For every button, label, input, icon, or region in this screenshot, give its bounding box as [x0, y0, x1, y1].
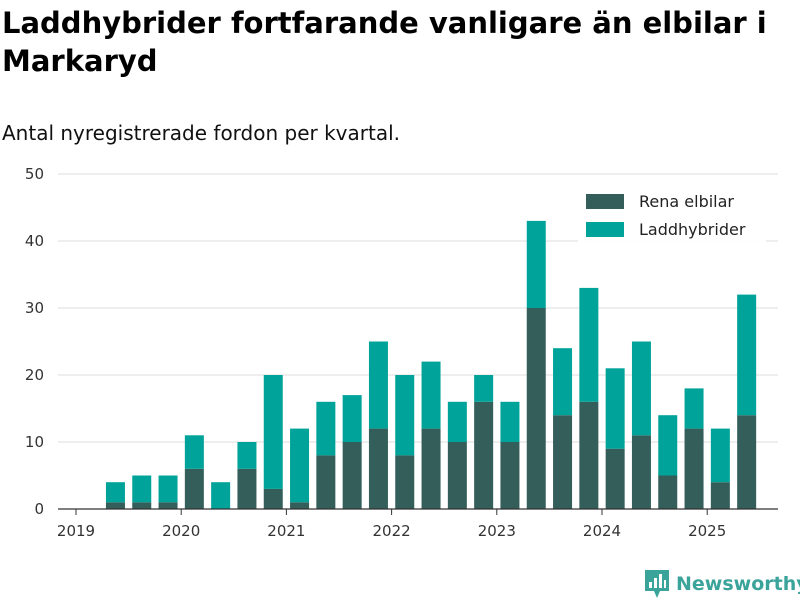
- y-tick-label: 50: [25, 165, 44, 183]
- bar-laddhybrider: [526, 220, 546, 308]
- x-tick-label: 2019: [57, 522, 95, 540]
- x-axis: 2019 2020 2021 2022 2023 2024 2025: [57, 508, 778, 540]
- x-tick-label: 2020: [162, 522, 200, 540]
- legend-label: Laddhybrider: [639, 220, 746, 239]
- bar-rena-elbilar: [158, 502, 178, 509]
- bar-laddhybrider: [342, 395, 362, 442]
- bar-rena-elbilar: [447, 442, 467, 509]
- bar-laddhybrider: [184, 435, 204, 469]
- x-tick-label: 2021: [267, 522, 305, 540]
- x-tick-label: 2023: [478, 522, 516, 540]
- bar-rena-elbilar: [474, 401, 494, 509]
- bar-laddhybrider: [631, 341, 651, 436]
- bar-rena-elbilar: [658, 475, 678, 509]
- y-tick-label: 0: [34, 500, 44, 518]
- bar-laddhybrider: [553, 348, 573, 416]
- bar-rena-elbilar: [605, 448, 625, 509]
- bar-laddhybrider: [263, 375, 283, 489]
- bar-laddhybrider: [211, 482, 231, 509]
- bar-rena-elbilar: [579, 401, 599, 509]
- legend-label: Rena elbilar: [639, 192, 734, 211]
- bar-rena-elbilar: [342, 442, 362, 509]
- bar-laddhybrider: [447, 401, 467, 442]
- bar-rena-elbilar: [184, 468, 204, 509]
- y-tick-label: 30: [25, 299, 44, 317]
- bar-rena-elbilar: [237, 468, 257, 509]
- brand-logo: Newsworthy: [644, 569, 800, 599]
- chart-subtitle: Antal nyregistrerade fordon per kvartal.: [2, 121, 401, 145]
- bar-rena-elbilar: [395, 455, 415, 509]
- y-tick-label: 20: [25, 366, 44, 384]
- bar-laddhybrider: [132, 475, 152, 503]
- bar-laddhybrider: [605, 368, 625, 449]
- bar-rena-elbilar: [368, 428, 388, 509]
- legend: Rena elbilar Laddhybrider: [578, 185, 766, 243]
- bar-laddhybrider: [158, 475, 178, 503]
- bar-rena-elbilar: [684, 428, 704, 509]
- bar-rena-elbilar: [132, 502, 152, 509]
- x-tick-label: 2024: [583, 522, 621, 540]
- brand-name: Newsworthy: [676, 573, 800, 595]
- bar-laddhybrider: [737, 294, 757, 416]
- bar-rena-elbilar: [316, 455, 336, 509]
- bar-rena-elbilar: [421, 428, 441, 509]
- bar-rena-elbilar: [290, 502, 310, 509]
- bar-laddhybrider: [579, 287, 599, 402]
- bar-laddhybrider: [684, 388, 704, 429]
- bar-rena-elbilar: [105, 502, 125, 509]
- x-tick-label: 2025: [688, 522, 726, 540]
- bar-laddhybrider: [290, 428, 310, 503]
- bars: [105, 220, 757, 509]
- bar-laddhybrider: [710, 428, 730, 483]
- y-tick-label: 10: [25, 433, 44, 451]
- bar-rena-elbilar: [500, 442, 520, 509]
- bar-rena-elbilar: [263, 488, 283, 509]
- newsworthy-logo-icon: [645, 570, 669, 598]
- y-axis: 0 10 20 30 40 50: [25, 165, 44, 518]
- bar-laddhybrider: [474, 375, 494, 402]
- y-tick-label: 40: [25, 232, 44, 250]
- legend-swatch: [586, 194, 624, 209]
- bar-rena-elbilar: [710, 482, 730, 509]
- bar-rena-elbilar: [737, 415, 757, 509]
- bar-laddhybrider: [421, 361, 441, 429]
- legend-swatch: [586, 222, 624, 237]
- x-tick-label: 2022: [373, 522, 411, 540]
- bar-laddhybrider: [500, 401, 520, 442]
- bar-laddhybrider: [395, 375, 415, 456]
- bar-laddhybrider: [658, 415, 678, 476]
- chart-title: Laddhybrider fortfarande vanligare än el…: [2, 6, 767, 78]
- bar-rena-elbilar: [526, 308, 546, 509]
- bar-laddhybrider: [316, 401, 336, 456]
- bar-rena-elbilar: [631, 435, 651, 509]
- bar-laddhybrider: [368, 341, 388, 429]
- bar-rena-elbilar: [553, 415, 573, 509]
- bar-laddhybrider: [105, 482, 125, 503]
- bar-laddhybrider: [237, 442, 257, 469]
